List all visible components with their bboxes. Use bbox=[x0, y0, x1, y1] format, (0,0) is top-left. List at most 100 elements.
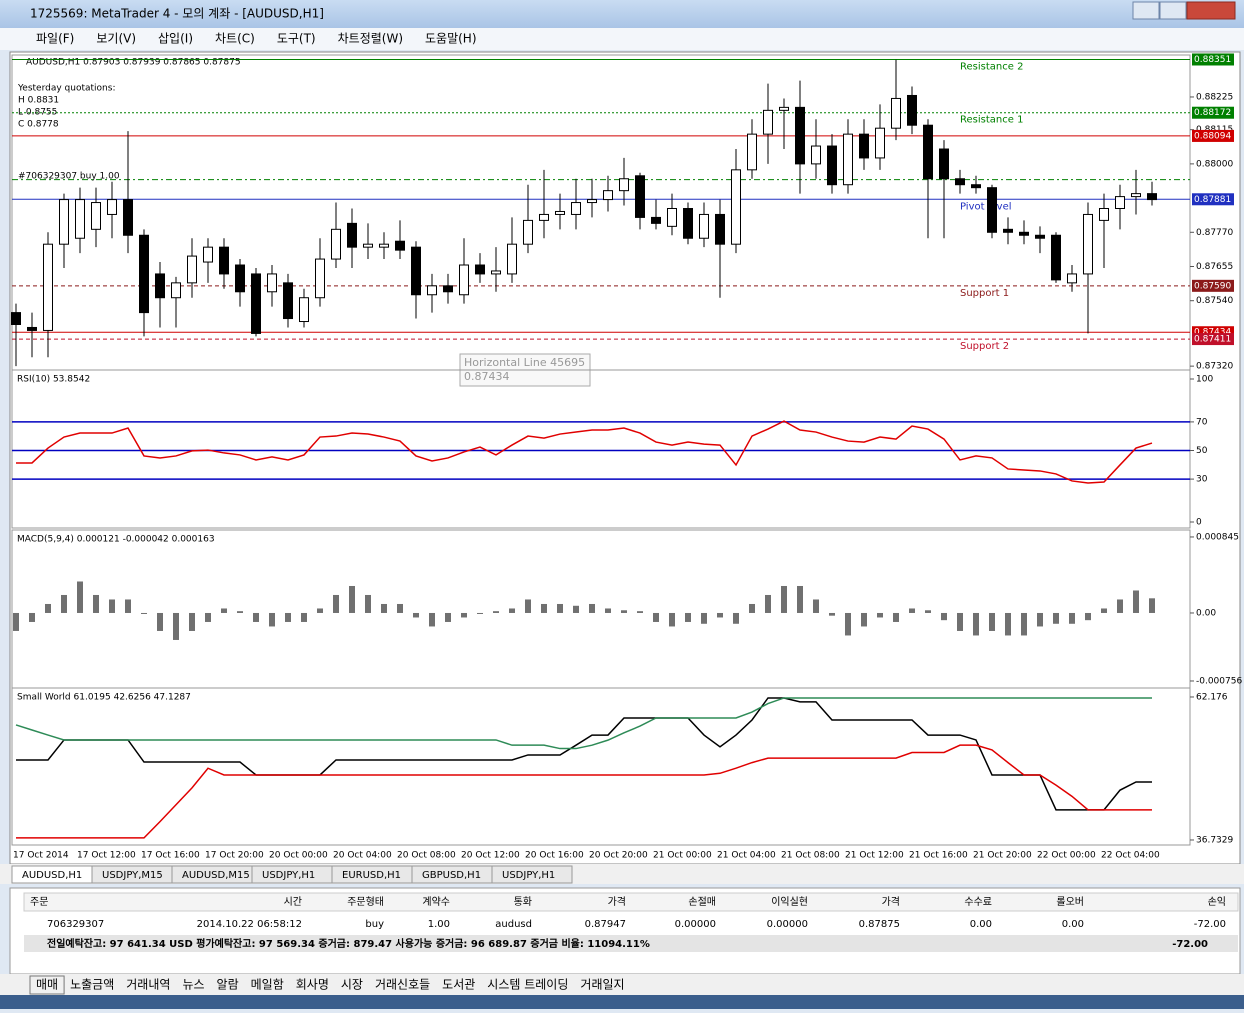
histogram-bar bbox=[1069, 612, 1075, 624]
indicator-line bbox=[16, 697, 1152, 811]
histogram-bar bbox=[237, 611, 243, 613]
histogram-bar bbox=[989, 612, 995, 631]
histogram-bar bbox=[733, 612, 739, 624]
histogram-bar bbox=[205, 612, 211, 622]
menu-item[interactable]: 보기(V) bbox=[96, 32, 136, 46]
histogram-bar bbox=[845, 612, 851, 636]
summary-total: -72.00 bbox=[1172, 939, 1208, 950]
level-name: Pivot level bbox=[960, 201, 1012, 212]
histogram-bar bbox=[1005, 612, 1011, 636]
histogram-bar bbox=[189, 612, 195, 631]
time-label: 21 Oct 00:00 bbox=[653, 851, 712, 861]
histogram-bar bbox=[669, 612, 675, 627]
candle-body bbox=[411, 246, 421, 296]
histogram-bar bbox=[29, 612, 35, 622]
menu-item[interactable]: 도움말(H) bbox=[425, 32, 477, 46]
candle-body bbox=[667, 207, 677, 227]
time-label: 20 Oct 08:00 bbox=[397, 851, 456, 861]
candle-body bbox=[939, 148, 949, 180]
histogram-bar bbox=[1053, 612, 1059, 624]
histogram-bar bbox=[941, 612, 947, 621]
menu-item[interactable]: 삽입(I) bbox=[158, 32, 193, 46]
time-label: 22 Oct 04:00 bbox=[1101, 851, 1160, 861]
candle-body bbox=[59, 199, 69, 245]
candle-body bbox=[779, 106, 789, 111]
histogram-bar bbox=[861, 612, 867, 627]
close-button[interactable] bbox=[1186, 1, 1236, 20]
time-label: 20 Oct 00:00 bbox=[269, 851, 328, 861]
histogram-bar bbox=[349, 585, 355, 613]
histogram-bar bbox=[653, 612, 659, 622]
menu-item[interactable]: 도구(T) bbox=[277, 32, 316, 46]
histogram-bar bbox=[573, 605, 579, 613]
minimize-button[interactable] bbox=[1132, 1, 1160, 20]
candle-body bbox=[555, 210, 565, 215]
column-header: 가격 bbox=[608, 895, 626, 908]
candle-body bbox=[747, 133, 757, 171]
candle-body bbox=[299, 297, 309, 323]
terminal-tab[interactable]: 시스템 트레이딩 bbox=[487, 978, 568, 992]
column-header: 주문형태 bbox=[347, 896, 384, 908]
terminal-tab[interactable]: 거래일지 bbox=[580, 978, 624, 992]
histogram-bar bbox=[589, 603, 595, 613]
histogram-bar bbox=[621, 610, 627, 613]
candle-body bbox=[363, 243, 373, 248]
histogram-bar bbox=[397, 603, 403, 613]
maximize-button[interactable] bbox=[1159, 1, 1187, 20]
y-tick-label: 36.7329 bbox=[1196, 835, 1233, 845]
time-label: 21 Oct 04:00 bbox=[717, 851, 776, 861]
histogram-bar bbox=[109, 599, 115, 613]
y-tick-label: 0.00 bbox=[1196, 608, 1216, 618]
terminal-tab[interactable]: 거래신호들 bbox=[375, 978, 430, 992]
chart-tab[interactable] bbox=[491, 865, 573, 884]
histogram-bar bbox=[797, 585, 803, 613]
y-tick-label: 0.88225 bbox=[1196, 92, 1233, 102]
terminal-tab[interactable]: 시장 bbox=[341, 978, 363, 992]
terminal-tab[interactable]: 도서관 bbox=[442, 978, 475, 992]
candle-body bbox=[507, 243, 517, 275]
indicator-line bbox=[16, 420, 1153, 484]
candle-body bbox=[171, 282, 181, 299]
menu-item[interactable]: 차트정렬(W) bbox=[338, 32, 403, 46]
terminal-tab[interactable]: 알람 bbox=[217, 978, 239, 992]
terminal-tab[interactable]: 회사명 bbox=[296, 978, 329, 992]
time-label: 20 Oct 16:00 bbox=[525, 851, 584, 861]
menu-item[interactable]: 파일(F) bbox=[36, 32, 74, 46]
histogram-bar bbox=[749, 603, 755, 613]
column-header: 계약수 bbox=[422, 896, 450, 908]
terminal-tab[interactable]: 거래내역 bbox=[126, 978, 170, 992]
level-price-box bbox=[1192, 279, 1234, 292]
candle-body bbox=[219, 246, 229, 275]
summary: 전일예탁잔고: 97 641.34 USD 평가예탁잔고: 97 569.34 … bbox=[47, 937, 650, 950]
indicator-line bbox=[15, 697, 1152, 750]
table-cell: 0.00 bbox=[1062, 919, 1084, 930]
y-tick-label: 70 bbox=[1196, 417, 1208, 427]
table-cell: 0.87947 bbox=[585, 919, 626, 930]
histogram-bar bbox=[269, 612, 275, 627]
histogram-bar bbox=[1085, 612, 1091, 621]
level-price-box bbox=[1192, 333, 1234, 346]
histogram-bar bbox=[93, 594, 99, 613]
histogram-bar bbox=[685, 612, 691, 622]
candle-body bbox=[187, 255, 197, 284]
terminal-tab[interactable]: 뉴스 bbox=[182, 978, 204, 992]
candle-body bbox=[523, 219, 533, 245]
candle-body bbox=[475, 264, 485, 275]
histogram-bar bbox=[157, 612, 163, 631]
terminal-tab[interactable]: 메일함 bbox=[251, 978, 284, 992]
histogram-bar bbox=[477, 612, 483, 614]
candle-body bbox=[1083, 213, 1093, 275]
terminal-tab[interactable]: 매매 bbox=[36, 978, 58, 992]
y-tick-label: 0.87655 bbox=[1196, 262, 1233, 272]
menu-item[interactable]: 차트(C) bbox=[215, 32, 255, 46]
level-name: Resistance 2 bbox=[960, 61, 1023, 72]
candle-body bbox=[1115, 196, 1125, 209]
y-tick-label: 100 bbox=[1196, 375, 1213, 385]
chart-note: #706329307 buy 1.00 bbox=[18, 172, 120, 182]
histogram-bar bbox=[77, 581, 83, 613]
level-price-box bbox=[1192, 193, 1234, 206]
terminal-tab[interactable]: 노출금액 bbox=[70, 978, 114, 992]
candle-body bbox=[891, 97, 901, 129]
